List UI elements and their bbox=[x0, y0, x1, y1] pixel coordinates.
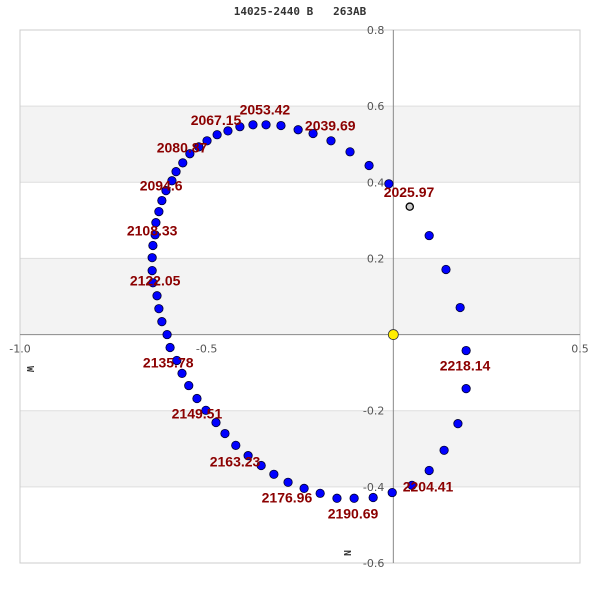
plot-frame bbox=[19, 29, 581, 564]
orbit-point bbox=[154, 304, 164, 314]
orbit-point bbox=[349, 493, 359, 503]
date-label: 2067.15 bbox=[191, 112, 242, 128]
grid-band bbox=[20, 258, 580, 335]
date-label: 2080.87 bbox=[157, 140, 208, 156]
orbit-point bbox=[157, 195, 167, 206]
date-label: 2053.42 bbox=[240, 102, 291, 118]
orbit-point bbox=[194, 142, 204, 152]
orbit-point bbox=[178, 158, 188, 168]
orbit-point bbox=[202, 136, 212, 146]
orbit-point bbox=[201, 405, 211, 415]
orbit-point bbox=[154, 207, 164, 217]
orbit-point bbox=[212, 130, 222, 140]
orbit-point bbox=[387, 487, 397, 498]
orbit-point bbox=[439, 445, 449, 455]
y-tick-label: -0.6 bbox=[363, 557, 384, 570]
orbit-point bbox=[261, 120, 271, 130]
orbit-point bbox=[185, 149, 195, 159]
y-tick-label: 0.2 bbox=[367, 252, 385, 265]
highlighted-point bbox=[405, 202, 415, 211]
orbit-point bbox=[177, 368, 187, 379]
orbit-point bbox=[407, 480, 417, 490]
orbit-point bbox=[147, 266, 157, 276]
y-tick-label: 0.4 bbox=[367, 176, 385, 189]
orbit-point bbox=[368, 492, 378, 503]
date-label: 2039.69 bbox=[305, 118, 356, 134]
x-tick-label: -1.0 bbox=[9, 343, 30, 356]
y-axis-name: N bbox=[341, 550, 352, 556]
orbit-point bbox=[148, 240, 158, 251]
orbit-point bbox=[424, 465, 434, 476]
date-label: 2122.05 bbox=[130, 273, 181, 289]
y-tick-label: -0.2 bbox=[363, 405, 384, 418]
orbit-point bbox=[326, 136, 336, 146]
y-tick-label: 0.6 bbox=[367, 100, 385, 113]
orbit-point bbox=[424, 230, 434, 241]
orbit-point bbox=[220, 428, 230, 439]
orbit-point bbox=[147, 253, 157, 263]
orbit-point bbox=[384, 179, 394, 189]
date-label: 2218.14 bbox=[440, 357, 491, 373]
orbit-point bbox=[269, 469, 279, 479]
date-label: 2025.97 bbox=[384, 184, 435, 200]
y-tick-label: 0.8 bbox=[367, 24, 385, 37]
orbit-point bbox=[441, 264, 451, 275]
date-label: 2163.23 bbox=[210, 453, 261, 469]
date-label: 2094.6 bbox=[140, 178, 183, 194]
y-tick-label: -0.4 bbox=[363, 481, 384, 494]
orbit-point bbox=[293, 125, 303, 135]
orbit-point bbox=[455, 302, 465, 313]
orbit-point bbox=[461, 384, 471, 394]
orbit-point bbox=[299, 483, 309, 493]
orbit-point bbox=[150, 230, 160, 240]
orbit-point bbox=[345, 147, 355, 157]
orbit-point bbox=[162, 329, 172, 340]
origin-marker bbox=[387, 329, 399, 340]
orbit-point bbox=[332, 493, 342, 503]
orbit-point bbox=[165, 342, 175, 353]
orbit-point bbox=[461, 345, 471, 356]
orbit-point bbox=[172, 355, 182, 366]
grid-band bbox=[20, 106, 580, 183]
orbit-point bbox=[161, 186, 171, 196]
x-tick-label: 0.5 bbox=[571, 343, 589, 356]
orbit-point bbox=[283, 477, 293, 487]
orbit-point bbox=[167, 176, 177, 186]
orbit-point bbox=[248, 120, 258, 130]
date-label: 2176.96 bbox=[262, 490, 313, 506]
x-tick-label: -0.5 bbox=[196, 343, 217, 356]
orbit-point bbox=[256, 460, 266, 471]
date-label: 2190.69 bbox=[328, 506, 379, 522]
orbit-point bbox=[364, 160, 374, 171]
orbit-point bbox=[192, 393, 202, 404]
date-label: 2135.78 bbox=[143, 354, 194, 370]
date-label: 2149.51 bbox=[172, 405, 223, 421]
orbit-point bbox=[211, 417, 221, 428]
orbit-point bbox=[276, 120, 286, 131]
orbit-point bbox=[157, 317, 167, 327]
orbit-point bbox=[184, 380, 194, 391]
x-axis-name: W bbox=[24, 366, 35, 373]
orbit-point bbox=[243, 451, 253, 461]
orbit-point bbox=[453, 419, 463, 429]
date-label: 2204.41 bbox=[403, 478, 454, 494]
orbit-point bbox=[315, 488, 325, 498]
orbit-point bbox=[152, 291, 162, 301]
orbit-point bbox=[235, 122, 245, 132]
orbit-point bbox=[223, 126, 233, 136]
orbit-point bbox=[148, 278, 158, 288]
orbit-point bbox=[171, 167, 181, 177]
orbit-point bbox=[308, 128, 318, 139]
date-label: 2108.33 bbox=[127, 223, 178, 239]
orbit-point bbox=[151, 218, 161, 228]
chart-title: 14025-2440 B 263AB bbox=[233, 5, 367, 18]
grid-band bbox=[20, 410, 580, 487]
orbit-point bbox=[231, 440, 241, 450]
